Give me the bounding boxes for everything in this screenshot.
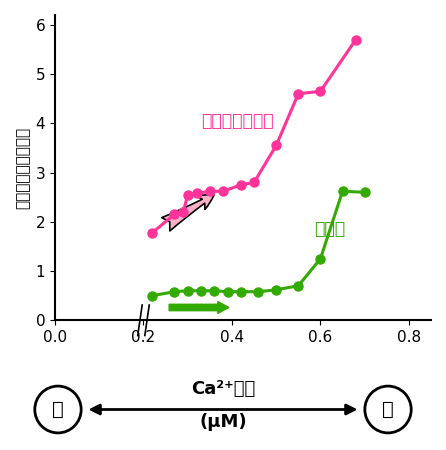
Text: 高: 高 (382, 400, 394, 419)
Text: 低: 低 (52, 400, 64, 419)
FancyArrow shape (169, 302, 229, 313)
Text: (μM): (μM) (199, 413, 247, 431)
Text: リン酸化模倣体: リン酸化模倣体 (201, 112, 273, 130)
Text: 野生型: 野生型 (314, 220, 345, 238)
Text: Ca²⁺濃度: Ca²⁺濃度 (191, 380, 255, 398)
Y-axis label: 活性酸素種生成活性: 活性酸素種生成活性 (15, 126, 30, 209)
